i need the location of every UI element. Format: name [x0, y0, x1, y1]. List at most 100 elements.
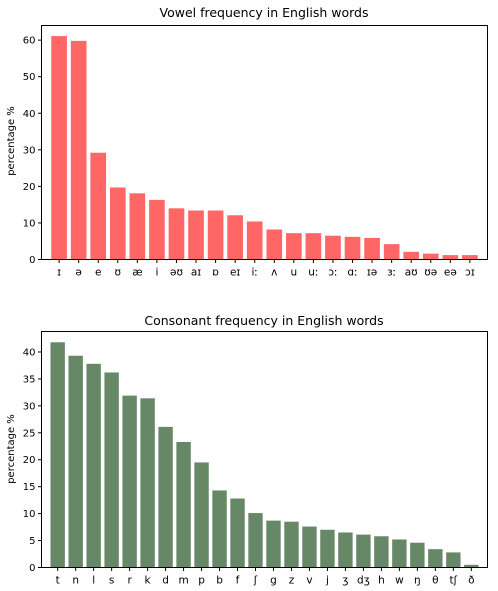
- x-tick-label: h: [378, 575, 385, 587]
- bar-1: [70, 40, 87, 260]
- x-tick-label: i: [155, 267, 158, 279]
- x-axis-ticks: t n l s r k d m p b f ʃ g z v j ʒ dʒ h w ŋ θ tʃ ð: [56, 567, 475, 587]
- bar-14: [302, 526, 317, 568]
- x-tick-label: ɪ: [57, 267, 61, 279]
- x-axis-ticks: ɪ ə e ʊ æ i əʊ aɪ ɒ eɪ iː ʌ u uː ɔː ɑː ɪə ɜː aʊ ʊə eə ɔɪ: [57, 259, 475, 279]
- x-tick-label: eɪ: [230, 267, 240, 279]
- x-tick-label: v: [306, 575, 312, 587]
- bar-5: [140, 398, 155, 568]
- bar-series: [51, 36, 478, 260]
- bar-23: [464, 564, 479, 568]
- x-tick-label: m: [178, 575, 188, 587]
- y-axis-ticks: 0 5 10 15 20 25 30 35 40: [23, 347, 42, 574]
- bar-13: [305, 233, 322, 260]
- y-tick-label: 35: [23, 374, 36, 385]
- y-tick-label: 20: [23, 182, 36, 193]
- bar-21: [428, 549, 443, 568]
- y-tick-label: 5: [29, 536, 35, 547]
- bar-17: [356, 534, 371, 568]
- y-tick-label: 30: [23, 401, 36, 412]
- x-tick-label: eə: [444, 267, 457, 279]
- bar-16: [338, 532, 353, 568]
- bar-15: [320, 529, 335, 568]
- x-tick-label: ɔɪ: [465, 267, 475, 279]
- y-tick-label: 50: [23, 72, 36, 83]
- y-axis-ticks: 0 10 20 30 40 50 60: [23, 36, 42, 266]
- bar-6: [168, 208, 185, 260]
- x-tick-label: u: [291, 267, 298, 279]
- bar-3: [104, 372, 119, 568]
- x-tick-label: z: [289, 575, 295, 587]
- bar-2: [86, 363, 101, 568]
- bar-20: [442, 255, 459, 260]
- bar-10: [246, 221, 263, 260]
- bar-7: [188, 210, 204, 260]
- bar-10: [230, 498, 245, 568]
- chart-title: Consonant frequency in English words: [144, 313, 383, 328]
- x-tick-label: b: [216, 575, 223, 587]
- x-tick-label: j: [325, 575, 329, 587]
- x-tick-label: t: [56, 575, 60, 587]
- bar-9: [212, 490, 227, 568]
- x-tick-label: p: [198, 575, 205, 587]
- x-tick-label: θ: [432, 575, 438, 587]
- x-tick-label: ɑː: [347, 267, 357, 279]
- x-tick-label: r: [127, 575, 132, 587]
- y-tick-label: 0: [29, 255, 35, 266]
- chart-title: Vowel frequency in English words: [160, 5, 369, 20]
- x-tick-label: tʃ: [450, 575, 458, 587]
- x-tick-label: e: [95, 267, 101, 279]
- x-tick-label: g: [270, 575, 277, 587]
- bar-11: [266, 229, 283, 260]
- x-tick-label: ɔː: [328, 267, 337, 279]
- bar-4: [129, 193, 146, 260]
- x-tick-label: ʊ: [115, 267, 122, 279]
- bar-21: [462, 255, 478, 260]
- x-tick-label: l: [92, 575, 95, 587]
- bar-1: [68, 355, 83, 568]
- bar-19: [422, 253, 439, 260]
- bar-8: [207, 210, 224, 260]
- x-tick-label: ɒ: [212, 267, 219, 279]
- bar-18: [403, 251, 420, 260]
- y-tick-label: 40: [23, 109, 36, 120]
- bar-20: [410, 542, 425, 568]
- x-tick-label: ŋ: [414, 575, 421, 587]
- y-tick-label: 10: [23, 218, 36, 229]
- y-axis-label: percentage %: [6, 414, 17, 484]
- bar-0: [50, 342, 65, 568]
- bar-12: [266, 520, 281, 568]
- consonant-frequency-chart: Consonant frequency in English words per…: [6, 313, 488, 587]
- plot-frame: [41, 331, 488, 568]
- x-tick-label: s: [109, 575, 114, 587]
- bar-14: [325, 235, 341, 260]
- bar-8: [194, 462, 209, 568]
- bar-15: [344, 236, 361, 260]
- bar-0: [51, 36, 67, 260]
- bar-19: [392, 539, 407, 568]
- x-tick-label: əʊ: [170, 267, 183, 279]
- bar-22: [446, 552, 461, 568]
- x-tick-label: ɪə: [367, 267, 377, 279]
- bar-13: [284, 521, 299, 568]
- x-tick-label: aʊ: [405, 267, 418, 279]
- bar-2: [90, 152, 107, 260]
- y-tick-label: 60: [23, 36, 36, 47]
- x-tick-label: ʌ: [271, 267, 277, 279]
- bar-5: [149, 199, 165, 260]
- bar-18: [374, 536, 389, 568]
- x-tick-label: ɜː: [387, 267, 396, 279]
- x-tick-label: d: [162, 575, 169, 587]
- x-tick-label: k: [145, 575, 152, 587]
- x-tick-label: n: [72, 575, 79, 587]
- vowel-frequency-chart: Vowel frequency in English words percent…: [6, 5, 488, 279]
- bar-9: [227, 215, 243, 260]
- bar-series: [50, 342, 479, 568]
- x-tick-label: ʊə: [424, 267, 437, 279]
- y-tick-label: 40: [23, 347, 36, 358]
- y-axis-label: percentage %: [6, 106, 17, 176]
- x-tick-label: æ: [132, 267, 142, 279]
- y-tick-label: 10: [23, 509, 36, 520]
- plot-frame: [41, 25, 488, 260]
